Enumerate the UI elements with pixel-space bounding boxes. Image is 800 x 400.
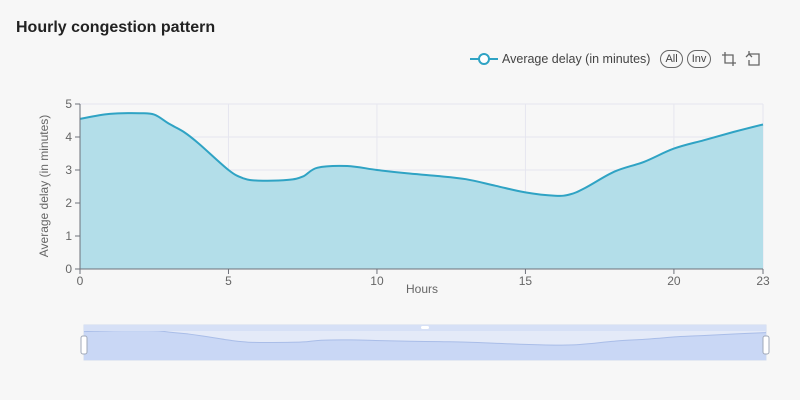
data-zoom-move-grip[interactable] <box>421 326 429 329</box>
data-zoom-slider[interactable] <box>80 324 770 361</box>
y-tick-label: 4 <box>65 130 72 144</box>
series-area-fill <box>80 113 763 269</box>
data-zoom-preview-line <box>83 330 767 346</box>
x-axis-label: Hours <box>406 282 438 296</box>
y-tick-label: 3 <box>65 163 72 177</box>
legend: Average delay (in minutes) All Inv <box>470 49 763 69</box>
data-zoom-icon[interactable] <box>719 49 739 69</box>
data-zoom-handle-end[interactable] <box>762 335 770 355</box>
chart-title: Hourly congestion pattern <box>16 19 216 36</box>
y-axis-label: Average delay (in minutes) <box>37 115 51 258</box>
x-tick-label: 23 <box>756 274 770 288</box>
series-area <box>79 112 764 269</box>
x-tick-label: 5 <box>225 274 232 288</box>
legend-inverse-button[interactable]: Inv <box>686 50 712 68</box>
x-tick-label: 10 <box>370 274 384 288</box>
zoom-reset-icon[interactable] <box>743 49 763 69</box>
x-tick-label: 0 <box>77 274 84 288</box>
legend-series-label[interactable]: Average delay (in minutes) <box>502 52 651 66</box>
legend-select-all-button[interactable]: All <box>660 50 683 68</box>
data-zoom-preview-area <box>84 330 766 360</box>
x-tick-label: 15 <box>519 274 533 288</box>
legend-series-marker[interactable] <box>470 49 498 69</box>
y-tick-label: 5 <box>65 97 72 111</box>
y-tick-label: 0 <box>65 262 72 276</box>
y-tick-label: 2 <box>65 196 72 210</box>
series-line <box>79 112 764 197</box>
data-zoom-handle-start[interactable] <box>80 335 88 355</box>
x-tick-label: 20 <box>667 274 681 288</box>
y-tick-label: 1 <box>65 229 72 243</box>
